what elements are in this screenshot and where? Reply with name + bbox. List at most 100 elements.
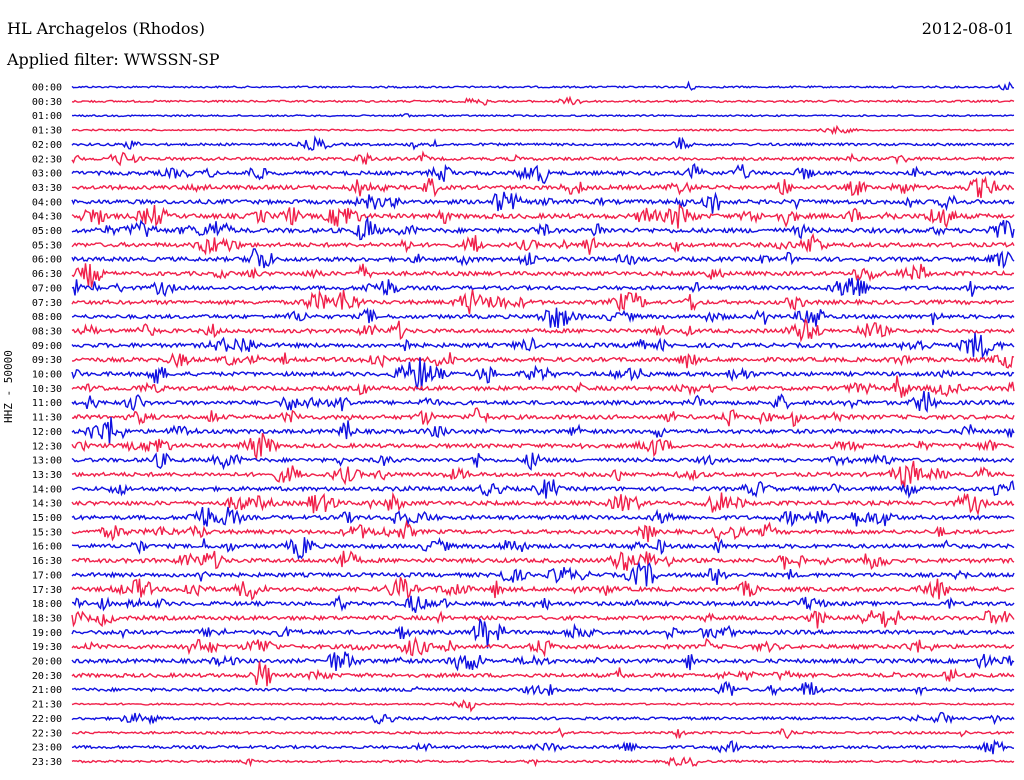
row-label: 10:30 (32, 384, 62, 395)
trace-row (71, 191, 1015, 214)
trace-row (71, 162, 1015, 184)
row-label: 15:00 (32, 513, 62, 524)
trace-row (71, 124, 1015, 136)
row-label: 23:30 (32, 757, 62, 768)
row-label: 23:00 (32, 743, 62, 754)
trace-row (71, 460, 1015, 488)
trace-row (71, 756, 1015, 768)
trace-row (71, 550, 1015, 571)
date-label: 2012-08-01 (921, 19, 1014, 38)
trace-row (71, 618, 1015, 649)
row-label: 07:00 (32, 283, 62, 294)
trace-row (71, 263, 1015, 288)
trace-row (71, 95, 1015, 106)
row-label: 16:00 (32, 542, 62, 553)
row-label: 20:00 (32, 657, 62, 668)
row-label: 06:30 (32, 269, 62, 280)
row-label: 18:00 (32, 599, 62, 610)
row-label: 18:30 (32, 613, 62, 624)
row-label: 05:00 (32, 226, 62, 237)
row-label: 04:00 (32, 197, 62, 208)
row-label: 02:00 (32, 140, 62, 151)
traces (71, 80, 1015, 768)
row-label: 03:30 (32, 183, 62, 194)
row-label: 15:30 (32, 527, 62, 538)
trace-row (71, 417, 1015, 445)
trace-row (71, 519, 1015, 543)
trace-row (71, 375, 1015, 398)
trace-row (71, 277, 1015, 298)
trace-row (71, 479, 1015, 499)
row-label: 07:30 (32, 298, 62, 309)
trace-row (71, 727, 1015, 740)
trace-row (71, 491, 1015, 517)
row-label: 11:30 (32, 413, 62, 424)
row-label: 20:30 (32, 671, 62, 682)
trace-row (71, 452, 1015, 471)
trace-row (71, 680, 1015, 697)
trace-row (71, 390, 1015, 414)
trace-row (71, 215, 1015, 241)
trace-row (71, 80, 1015, 91)
row-label: 03:00 (32, 169, 62, 180)
row-label: 09:30 (32, 355, 62, 366)
trace-row (71, 651, 1015, 672)
trace-row (71, 635, 1015, 658)
trace-row (71, 699, 1015, 713)
row-label: 10:00 (32, 370, 62, 381)
row-label: 16:30 (32, 556, 62, 567)
row-label: 01:00 (32, 111, 62, 122)
row-label: 17:30 (32, 585, 62, 596)
row-label: 22:00 (32, 714, 62, 725)
trace-row (71, 738, 1015, 755)
row-label: 00:00 (32, 83, 62, 94)
row-label: 13:30 (32, 470, 62, 481)
trace-row (71, 113, 1015, 118)
row-label: 13:00 (32, 456, 62, 467)
row-label: 17:00 (32, 570, 62, 581)
trace-row (71, 506, 1015, 528)
row-label: 09:00 (32, 341, 62, 352)
row-labels: 00:00 00:30 01:00 01:30 02:00 02:30 03:00 03:30… (32, 83, 62, 768)
row-label: 01:30 (32, 126, 62, 137)
trace-row (71, 711, 1015, 726)
row-label: 04:30 (32, 212, 62, 223)
row-label: 05:30 (32, 240, 62, 251)
trace-row (71, 150, 1015, 167)
row-label: 14:30 (32, 499, 62, 510)
trace-row (71, 357, 1015, 391)
trace-row (71, 594, 1015, 614)
trace-row (71, 432, 1015, 461)
row-label: 21:00 (32, 685, 62, 696)
trace-row (71, 203, 1015, 229)
row-label: 06:00 (32, 255, 62, 266)
row-label: 12:30 (32, 441, 62, 452)
row-label: 22:30 (32, 728, 62, 739)
trace-row (71, 352, 1015, 369)
trace-row (71, 661, 1015, 687)
trace-row (71, 232, 1015, 256)
row-label: 08:30 (32, 326, 62, 337)
station-title: HL Archagelos (Rhodos) (7, 19, 205, 38)
trace-row (71, 332, 1015, 360)
row-label: 19:30 (32, 642, 62, 653)
trace-row (71, 307, 1015, 329)
trace-row (71, 175, 1015, 199)
trace-row (71, 318, 1015, 343)
row-label: 00:30 (32, 97, 62, 108)
trace-row (71, 407, 1015, 428)
row-label: 14:00 (32, 484, 62, 495)
row-label: 08:00 (32, 312, 62, 323)
trace-row (71, 248, 1015, 269)
row-label: 02:30 (32, 154, 62, 165)
trace-row (71, 289, 1014, 315)
trace-row (71, 537, 1015, 560)
trace-row (71, 576, 1015, 601)
trace-row (71, 561, 1015, 587)
trace-row (71, 609, 1015, 629)
row-label: 19:00 (32, 628, 62, 639)
trace-row (71, 135, 1015, 152)
row-label: 12:00 (32, 427, 62, 438)
row-label: 21:30 (32, 700, 62, 711)
